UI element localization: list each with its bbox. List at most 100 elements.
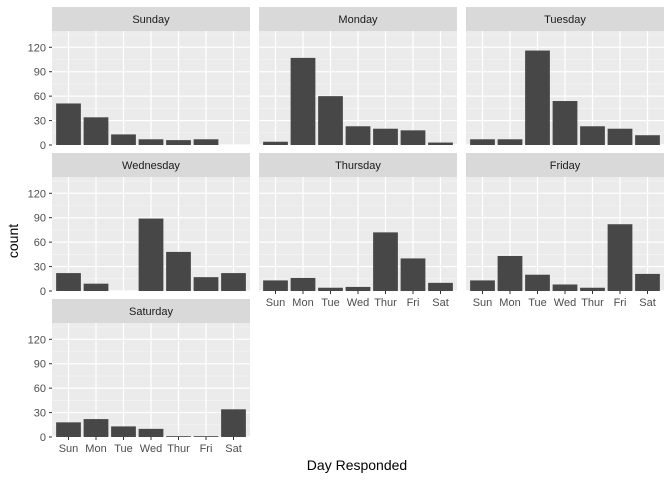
y-axis-title: count (5, 224, 21, 258)
facet-strip (466, 7, 664, 31)
bar-mon (83, 283, 109, 291)
facet-strip (52, 153, 250, 177)
bar-tue (111, 134, 136, 145)
bar-fri (193, 277, 219, 291)
bar-fri (193, 436, 219, 437)
bar-sat (221, 273, 246, 291)
x-tick-label: Sun (266, 297, 286, 309)
x-tick-label: Sun (473, 297, 493, 309)
x-tick-label: Mon (499, 297, 520, 309)
bar-fri (607, 224, 633, 291)
bar-sat (635, 135, 660, 145)
facet-panel-saturday: Saturday 0 30 60 90 120 Sun Mon Tue Wed Thur Fri Sat (28, 299, 250, 455)
facet-panel-friday: Friday Sun Mon Tue Wed Thur Fri Sat (466, 153, 664, 309)
y-tick-label: 120 (28, 188, 46, 200)
bar-tue (525, 274, 550, 291)
bar-thur (166, 140, 191, 145)
bar-thur (373, 232, 398, 291)
facet-strip-label: Friday (550, 160, 581, 172)
x-tick-label: Tue (114, 443, 133, 455)
facet-panel-tuesday: Tuesday (466, 7, 664, 146)
x-tick-label: Fri (614, 297, 627, 309)
facet-panel-thursday: Thursday Sun Mon Tue Wed Thur Fri Sat (259, 153, 457, 309)
bar-fri (400, 258, 426, 291)
x-axis-title: Day Responded (307, 457, 407, 473)
facet-panel-sunday: Sunday 0 30 60 90 120 (28, 7, 250, 152)
x-tick-label: Sat (639, 297, 656, 309)
y-tick-label: 0 (40, 432, 46, 444)
facet-strip (259, 7, 457, 31)
bar-tue (525, 50, 550, 145)
x-tick-label: Tue (321, 297, 340, 309)
y-tick-label: 60 (34, 237, 46, 249)
bar-sat (428, 282, 453, 291)
bar-sun (56, 273, 81, 291)
x-tick-label: Sat (432, 297, 449, 309)
bar-wed (138, 428, 164, 437)
y-tick-label: 90 (34, 213, 46, 225)
bar-sun (470, 139, 495, 145)
bar-wed (138, 218, 164, 291)
bar-tue (318, 96, 343, 145)
facet-strip-label: Sunday (132, 14, 170, 26)
x-tick-label: Sat (225, 443, 242, 455)
facet-strip-label: Saturday (129, 306, 174, 318)
x-tick-label: Thur (581, 297, 604, 309)
bar-mon (83, 419, 109, 437)
bar-mon (497, 255, 523, 291)
x-tick-label: Wed (140, 443, 162, 455)
bar-thur (166, 436, 191, 437)
x-tick-label: Mon (85, 443, 106, 455)
bar-wed (345, 126, 371, 145)
y-tick-label: 120 (28, 334, 46, 346)
bar-fri (193, 139, 219, 145)
bar-thur (580, 287, 605, 291)
bar-wed (552, 101, 578, 145)
y-tick-label: 30 (34, 408, 46, 420)
x-tick-label: Tue (528, 297, 547, 309)
x-tick-label: Thur (374, 297, 397, 309)
bar-thur (580, 126, 605, 145)
facet-strip-label: Wednesday (122, 160, 180, 172)
bar-thur (373, 128, 398, 145)
bar-sat (428, 142, 453, 145)
bar-sun (263, 280, 288, 291)
bar-wed (138, 139, 164, 145)
y-tick-label: 0 (40, 286, 46, 298)
y-tick-label: 120 (28, 42, 46, 54)
x-tick-label: Wed (347, 297, 369, 309)
bar-sun (56, 422, 81, 437)
bar-sun (263, 141, 288, 145)
facet-strip-label: Thursday (335, 160, 381, 172)
facet-panel-wednesday: Wednesday 0 30 60 90 120 (28, 153, 250, 298)
x-tick-label: Mon (292, 297, 313, 309)
bar-mon (290, 57, 316, 145)
bar-thur (166, 251, 191, 291)
bar-fri (607, 128, 633, 145)
y-tick-label: 90 (34, 359, 46, 371)
facet-panel-monday: Monday (259, 7, 457, 146)
bar-sun (56, 103, 81, 145)
facet-strip-label: Monday (338, 14, 378, 26)
x-tick-label: Sun (59, 443, 79, 455)
bar-sun (470, 280, 495, 291)
x-tick-label: Thur (167, 443, 190, 455)
facet-strip (259, 153, 457, 177)
facet-strip (52, 7, 250, 31)
y-tick-label: 30 (34, 116, 46, 128)
bar-mon (290, 277, 316, 291)
x-tick-label: Wed (554, 297, 576, 309)
bar-tue (111, 426, 136, 437)
bar-wed (345, 286, 371, 291)
bar-sat (221, 409, 246, 437)
y-tick-label: 0 (40, 140, 46, 152)
facet-strip (466, 153, 664, 177)
x-tick-label: Fri (407, 297, 420, 309)
y-tick-label: 60 (34, 383, 46, 395)
bar-mon (83, 117, 109, 145)
bar-sat (635, 273, 660, 291)
facet-strip-label: Tuesday (544, 14, 586, 26)
facet-strip (52, 299, 250, 323)
y-tick-label: 90 (34, 67, 46, 79)
